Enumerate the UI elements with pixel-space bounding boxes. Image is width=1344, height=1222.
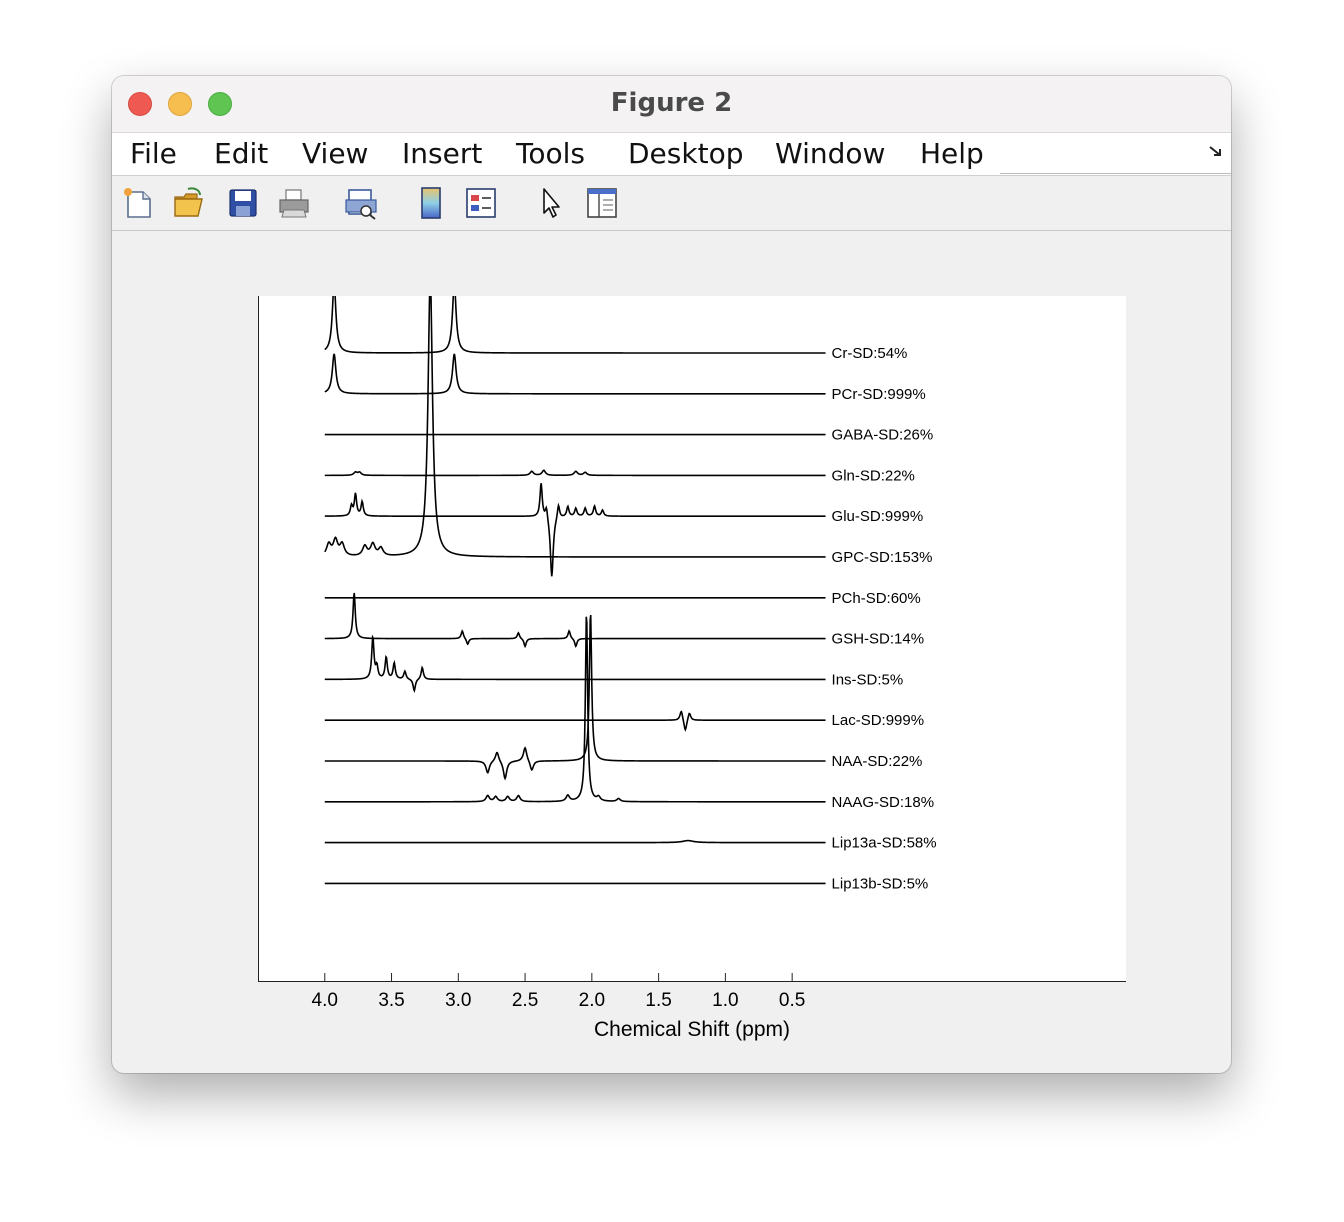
menu-file[interactable]: File xyxy=(130,137,177,170)
spectrum-trace xyxy=(324,296,826,354)
print-icon[interactable] xyxy=(277,186,311,220)
x-tick-label: 4.0 xyxy=(311,990,338,1011)
spectrum-trace xyxy=(324,483,826,577)
property-inspector-icon[interactable] xyxy=(585,186,619,220)
pointer-icon[interactable] xyxy=(534,186,568,220)
menu-window[interactable]: Window xyxy=(775,137,886,170)
x-tick-label: 1.5 xyxy=(645,990,672,1011)
trace-label: Glu-SD:999% xyxy=(832,508,924,525)
save-icon[interactable] xyxy=(226,186,260,220)
x-tick-label: 2.0 xyxy=(578,990,606,1011)
figure-window: Figure 2 File Edit View Insert Tools Des… xyxy=(112,76,1231,1073)
trace-label: Lip13a-SD:58% xyxy=(832,835,937,852)
x-tick-label: 2.5 xyxy=(511,990,539,1011)
x-tick-label: 3.0 xyxy=(445,990,472,1011)
close-button[interactable] xyxy=(128,92,152,116)
spectrum-trace xyxy=(324,469,826,477)
x-tick-label: 3.5 xyxy=(378,990,405,1011)
spectrum-trace xyxy=(324,839,826,844)
menu-view[interactable]: View xyxy=(302,137,369,170)
spectrum-trace xyxy=(324,634,826,693)
trace-label: NAA-SD:22% xyxy=(832,753,923,770)
spectrum-trace xyxy=(324,353,826,395)
menu-insert[interactable]: Insert xyxy=(402,137,483,170)
menu-edit[interactable]: Edit xyxy=(214,137,269,170)
menu-separator xyxy=(1000,173,1231,174)
trace-label: NAAG-SD:18% xyxy=(832,794,935,811)
spectrum-trace xyxy=(324,614,826,781)
menu-bar: File Edit View Insert Tools Desktop Wind… xyxy=(112,132,1231,176)
menu-desktop[interactable]: Desktop xyxy=(628,137,744,170)
menu-help[interactable]: Help xyxy=(920,137,984,170)
spectrum-trace xyxy=(324,592,826,649)
title-bar: Figure 2 xyxy=(112,76,1231,132)
trace-label: GABA-SD:26% xyxy=(832,427,934,444)
trace-label: Lac-SD:999% xyxy=(832,712,925,729)
window-title: Figure 2 xyxy=(610,88,733,118)
trace-label: Ins-SD:5% xyxy=(832,671,904,688)
trace-label: Gln-SD:22% xyxy=(832,467,915,484)
spectrum-trace xyxy=(324,710,826,732)
trace-label: GSH-SD:14% xyxy=(832,631,925,648)
trace-label: GPC-SD:153% xyxy=(832,549,933,566)
traces-group xyxy=(324,296,826,885)
x-axis-label: Chemical Shift (ppm) xyxy=(593,1018,791,1041)
x-tick-label: 1.0 xyxy=(712,990,739,1011)
dock-arrow-icon[interactable] xyxy=(1208,145,1224,159)
new-figure-icon[interactable] xyxy=(122,186,156,220)
trace-label: PCr-SD:999% xyxy=(832,386,926,403)
colorbar-icon[interactable] xyxy=(414,186,448,220)
spectrum-trace xyxy=(324,616,826,803)
toolbar xyxy=(112,176,1231,231)
plot-axes[interactable]: Cr-SD:54% PCr-SD:999% GABA-SD:26% Gln-SD:22… xyxy=(258,296,1126,982)
x-tick-label: 0.5 xyxy=(778,990,806,1011)
print-preview-icon[interactable] xyxy=(344,186,378,220)
spectra-plot: Cr-SD:54% PCr-SD:999% GABA-SD:26% Gln-SD:22… xyxy=(258,296,1126,982)
menu-tools[interactable]: Tools xyxy=(516,137,585,170)
trace-label: Cr-SD:54% xyxy=(832,345,908,362)
trace-label: Lip13b-SD:5% xyxy=(832,875,929,892)
minimize-button[interactable] xyxy=(168,92,192,116)
open-file-icon[interactable] xyxy=(172,186,206,220)
zoom-button[interactable] xyxy=(208,92,232,116)
trace-label: PCh-SD:60% xyxy=(832,590,921,607)
legend-icon[interactable] xyxy=(464,186,498,220)
spectrum-trace xyxy=(324,296,826,558)
